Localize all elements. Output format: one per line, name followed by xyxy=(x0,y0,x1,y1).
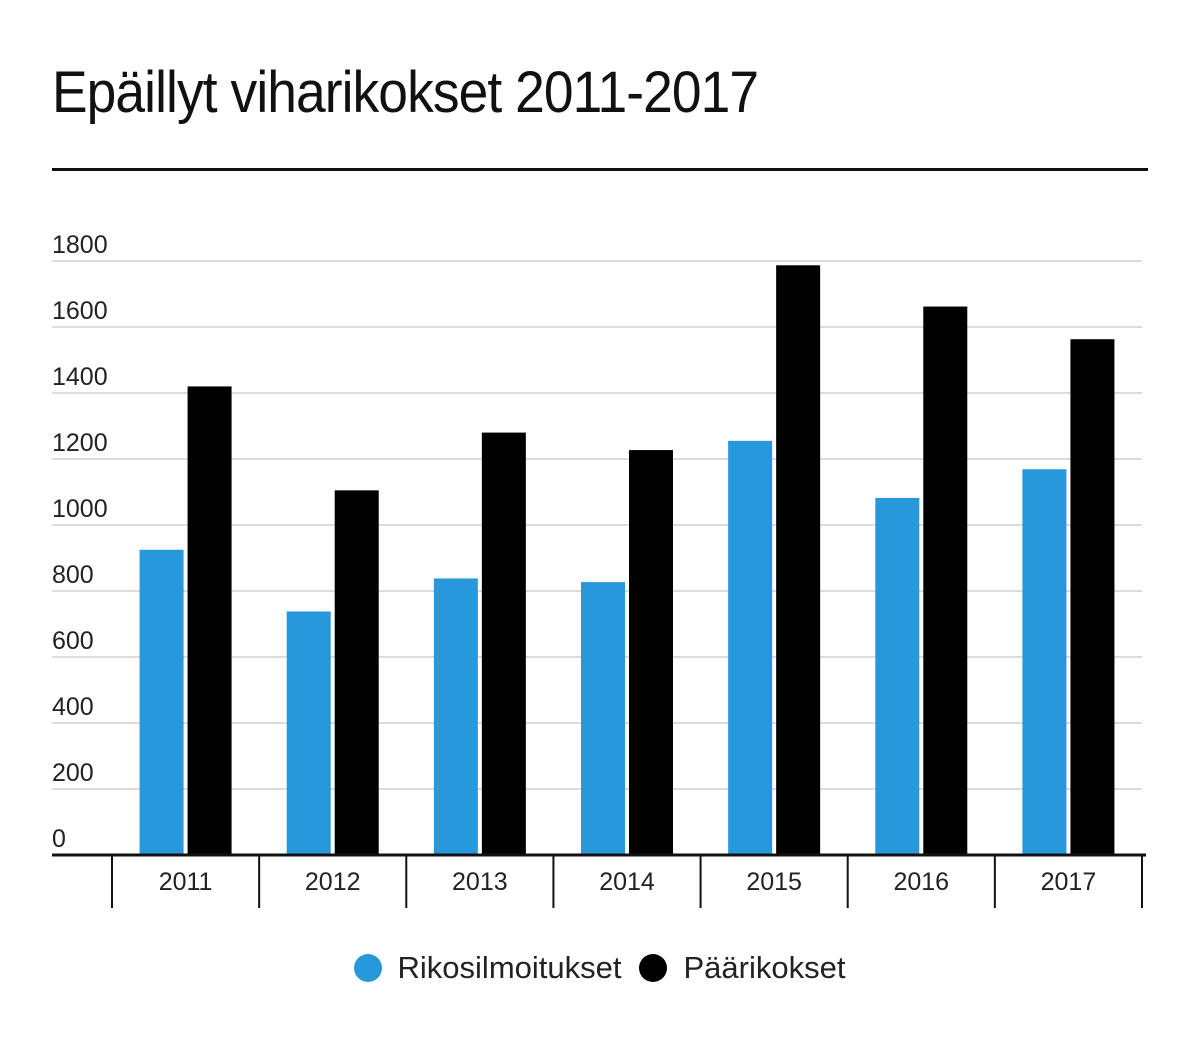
y-tick-label-1200: 1200 xyxy=(52,429,108,457)
y-tick-label-1600: 1600 xyxy=(52,297,108,325)
bar-p-rikokset-2013 xyxy=(481,432,526,855)
legend: Rikosilmoitukset Päärikokset xyxy=(0,950,1199,986)
y-tick-label-1400: 1400 xyxy=(52,363,108,391)
title-divider xyxy=(52,168,1148,171)
x-tick-label-2017: 2017 xyxy=(1041,868,1097,896)
bar-rikosilmoitukset-2015 xyxy=(728,440,773,855)
bar-rikosilmoitukset-2017 xyxy=(1022,469,1067,855)
bar-rikosilmoitukset-2014 xyxy=(581,582,625,855)
bar-p-rikokset-2014 xyxy=(629,450,673,855)
legend-item-paarikokset: Päärikokset xyxy=(639,950,845,986)
y-tick-label-200: 200 xyxy=(52,759,94,787)
bar-p-rikokset-2016 xyxy=(923,306,968,855)
bar-p-rikokset-2012 xyxy=(334,490,379,855)
bar-p-rikokset-2015 xyxy=(776,265,821,855)
legend-swatch-rikosilmoitukset xyxy=(353,954,382,982)
y-tick-label-600: 600 xyxy=(52,627,94,655)
x-tick-label-2015: 2015 xyxy=(746,868,802,896)
x-axis-ticks: 2011 2012 2013 2014 2015 2016 2017 xyxy=(159,868,1097,896)
y-tick-label-0: 0 xyxy=(52,825,66,853)
bars xyxy=(139,265,1115,856)
bar-p-rikokset-2011 xyxy=(187,386,232,855)
bar-rikosilmoitukset-2016 xyxy=(875,497,920,855)
x-tick-label-2011: 2011 xyxy=(159,868,213,896)
x-tick-label-2013: 2013 xyxy=(452,868,508,896)
x-tick-label-2014: 2014 xyxy=(599,868,655,896)
x-tick-label-2016: 2016 xyxy=(893,868,949,896)
x-tick-label-2012: 2012 xyxy=(305,868,361,896)
bar-rikosilmoitukset-2011 xyxy=(139,549,184,855)
y-tick-label-1800: 1800 xyxy=(52,231,108,259)
x-axis xyxy=(52,853,1146,908)
legend-swatch-paarikokset xyxy=(639,954,668,982)
bar-rikosilmoitukset-2012 xyxy=(286,611,331,855)
y-tick-label-1000: 1000 xyxy=(52,495,108,523)
y-tick-label-400: 400 xyxy=(52,693,94,721)
chart-title: Epäillyt viharikokset 2011-2017 xyxy=(52,60,759,125)
y-tick-label-800: 800 xyxy=(52,561,94,589)
bar-rikosilmoitukset-2013 xyxy=(433,578,478,855)
legend-label-paarikokset: Päärikokset xyxy=(683,950,846,985)
legend-label-rikosilmoitukset: Rikosilmoitukset xyxy=(397,950,622,985)
legend-item-rikosilmoitukset: Rikosilmoitukset xyxy=(353,950,622,986)
bar-p-rikokset-2017 xyxy=(1070,339,1115,856)
y-axis-ticks: 0 200 400 600 800 1000 1200 1400 1600 1800 xyxy=(52,231,108,853)
